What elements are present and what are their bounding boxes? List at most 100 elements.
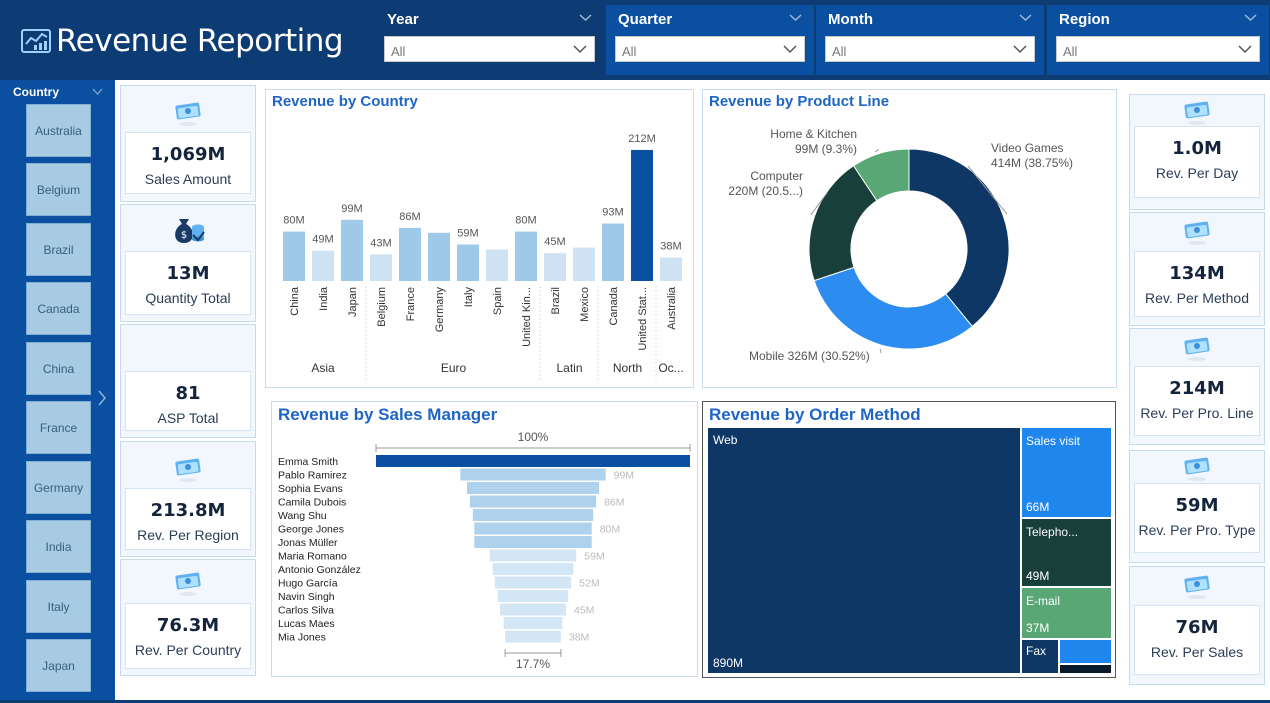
funnel-bar-8 xyxy=(492,563,574,575)
title-area: Revenue Reporting xyxy=(0,6,370,76)
chevron-down-icon[interactable] xyxy=(579,11,592,24)
kpi-asp-total: 81 ASP Total xyxy=(120,324,256,438)
bar-11 xyxy=(602,223,624,281)
treemap-cell-value: 37M xyxy=(1026,621,1049,635)
bar-data-label: 86M xyxy=(399,211,420,223)
svg-text:$: $ xyxy=(181,230,187,241)
funnel-category-label: Maria Romano xyxy=(278,551,347,563)
country-item-china[interactable]: China xyxy=(26,342,91,395)
region-dropdown[interactable]: All xyxy=(1056,36,1260,62)
chevron-down-icon[interactable] xyxy=(1244,11,1257,24)
country-item-brazil[interactable]: Brazil xyxy=(26,223,91,276)
region-filter[interactable]: Region All xyxy=(1047,5,1269,75)
funnel-data-label: 59M xyxy=(584,551,604,563)
funnel-data-label: 99M xyxy=(614,470,634,482)
x-tick-label: Mexico xyxy=(579,287,591,322)
funnel-bar-5 xyxy=(474,522,592,535)
funnel-data-label: 52M xyxy=(579,578,599,590)
bar-9 xyxy=(544,253,566,281)
kpi-caption: ASP Total xyxy=(157,410,219,426)
quarter-filter[interactable]: Quarter All xyxy=(606,5,814,75)
money-icon xyxy=(1184,221,1210,245)
month-dropdown[interactable]: All xyxy=(825,36,1035,62)
chevron-right-icon[interactable] xyxy=(97,390,107,406)
bar-6 xyxy=(457,244,479,281)
x-tick-label: Italy xyxy=(463,287,475,308)
chevron-down-icon xyxy=(573,45,587,54)
bar-data-label: 99M xyxy=(341,203,362,215)
slice-name-label: Computer xyxy=(750,169,803,183)
treemap-cell-fax xyxy=(1022,640,1058,673)
treemap-cell-name: Web xyxy=(713,433,738,447)
country-item-japan[interactable]: Japan xyxy=(26,639,91,692)
money-icon xyxy=(175,572,201,596)
slice-value-label: 414M (38.75%) xyxy=(991,156,1073,170)
kpi-caption: Rev. Per Country xyxy=(134,642,242,658)
quarter-dropdown[interactable]: All xyxy=(615,36,805,62)
funnel-bar-7 xyxy=(489,549,577,562)
bar-3 xyxy=(370,254,392,281)
kpi-caption: Rev. Per Method xyxy=(1144,290,1249,306)
bar-data-label: 80M xyxy=(515,215,536,227)
funnel-category-label: Camila Dubois xyxy=(278,497,346,509)
funnel-bar-9 xyxy=(494,576,572,589)
revenue-by-sales-manager-chart: Revenue by Sales Manager 100% Emma Smith P… xyxy=(271,401,698,677)
quarter-filter-label: Quarter xyxy=(618,11,673,28)
country-item-australia[interactable]: Australia xyxy=(26,104,91,157)
x-tick-label: United Stat... xyxy=(637,287,649,351)
country-item-france[interactable]: France xyxy=(26,401,91,454)
kpi-value: 134M xyxy=(1169,263,1225,284)
month-dropdown-value: All xyxy=(832,44,847,59)
x-tick-label: Belgium xyxy=(376,287,388,327)
slice-value-label: 220M (20.5...) xyxy=(728,184,803,198)
year-filter[interactable]: Year All xyxy=(375,5,604,75)
month-filter[interactable]: Month All xyxy=(816,5,1044,75)
chevron-down-icon[interactable] xyxy=(92,88,103,96)
slice-leader-line xyxy=(874,149,880,153)
donut-slice-0 xyxy=(908,148,1010,328)
funnel-category-label: George Jones xyxy=(278,524,344,536)
funnel-bar-12 xyxy=(503,617,563,629)
kpi-asp-total-card: 81 ASP Total xyxy=(125,371,251,431)
country-item-belgium[interactable]: Belgium xyxy=(26,163,91,216)
funnel-top-label: 100% xyxy=(518,430,549,444)
kpi-quantity-total-card: 13M Quantity Total xyxy=(125,251,251,315)
funnel-data-label: 38M xyxy=(569,632,589,644)
funnel-category-label: Emma Smith xyxy=(278,456,338,468)
kpi-caption: Sales Amount xyxy=(144,171,232,187)
group-label: Oc... xyxy=(658,361,683,375)
kpi-value: 81 xyxy=(175,383,201,404)
year-filter-label: Year xyxy=(387,11,419,28)
money-icon xyxy=(1184,337,1210,361)
chevron-down-icon xyxy=(1013,45,1027,54)
chevron-down-icon[interactable] xyxy=(789,11,802,24)
group-label: Latin xyxy=(556,361,582,375)
treemap-cell-value: 49M xyxy=(1026,569,1049,583)
funnel-category-label: Lucas Maes xyxy=(278,618,335,630)
funnel-bar-1 xyxy=(460,468,606,481)
funnel-bar-0 xyxy=(376,455,690,467)
money-icon xyxy=(1184,575,1210,599)
bar-data-label: 59M xyxy=(457,228,478,240)
region-dropdown-value: All xyxy=(1063,44,1078,59)
country-item-germany[interactable]: Germany xyxy=(26,461,91,514)
country-item-canada[interactable]: Canada xyxy=(26,282,91,335)
kpi-sales-amount-card: 1,069M Sales Amount xyxy=(125,132,251,194)
funnel-bar-4 xyxy=(472,509,594,521)
slice-leader-line xyxy=(810,192,828,216)
page-bottom-bar xyxy=(0,700,1270,703)
kpi-rev-per-pro-line: 214M Rev. Per Pro. Line xyxy=(1129,328,1265,445)
kpi-caption: Rev. Per Day xyxy=(1155,165,1239,181)
year-dropdown-value: All xyxy=(391,44,406,59)
treemap-cell-web xyxy=(708,428,1020,673)
chevron-down-icon[interactable] xyxy=(1019,11,1032,24)
kpi-value: 59M xyxy=(1175,495,1219,516)
country-item-india[interactable]: India xyxy=(26,520,91,573)
kpi-value: 13M xyxy=(166,263,210,284)
slice-name-label: Home & Kitchen xyxy=(770,127,857,141)
treemap-cell-name: Fax xyxy=(1026,644,1046,658)
country-item-italy[interactable]: Italy xyxy=(26,580,91,633)
header-bar: Revenue Reporting Year All Quarter All M… xyxy=(0,0,1270,80)
year-dropdown[interactable]: All xyxy=(384,36,595,62)
